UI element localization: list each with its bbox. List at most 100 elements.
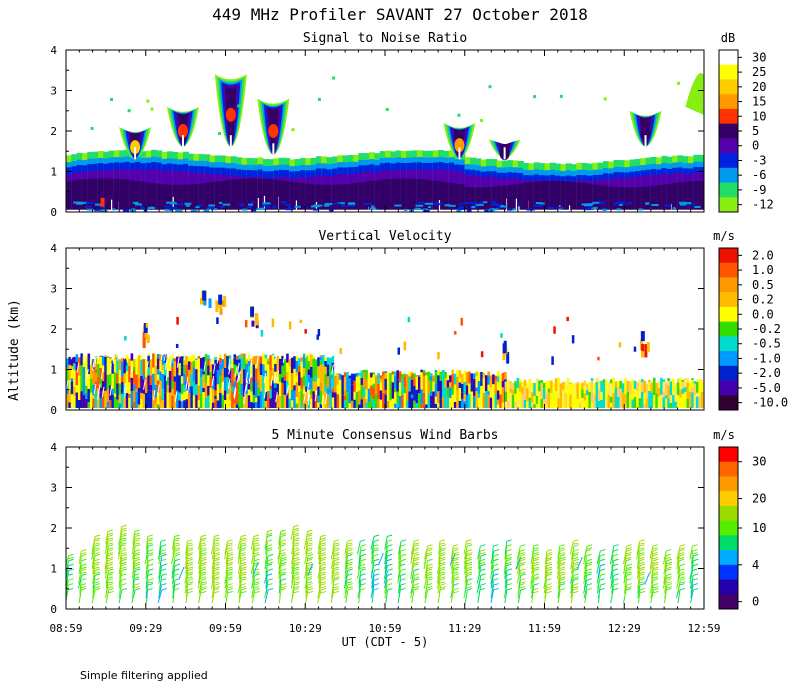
velocity-cell <box>290 357 294 374</box>
wind-barb-staff <box>543 580 547 594</box>
wind-barb-staff <box>490 575 494 589</box>
snr-speck <box>488 85 492 89</box>
velocity-cell <box>190 398 194 408</box>
colorbar-label: 15 <box>752 95 766 109</box>
velocity-cell <box>202 290 207 301</box>
snr-cell <box>209 182 216 210</box>
wind-barb-flag <box>200 563 207 567</box>
figure-title: 449 MHz Profiler SAVANT 27 October 2018 <box>212 5 588 24</box>
velocity-cell <box>566 377 570 383</box>
velocity-cell <box>569 383 572 395</box>
wind-barb-staff <box>664 565 668 579</box>
wind-barb-flag <box>506 578 513 581</box>
wind-barb-staff <box>252 546 256 560</box>
wind-barb-flag <box>560 573 566 576</box>
velocity-cell <box>684 378 687 388</box>
velocity-cell <box>121 376 124 382</box>
velocity-cell <box>302 375 306 386</box>
velocity-cell <box>147 367 150 376</box>
velocity-cell <box>319 382 323 392</box>
wind-barb-staff <box>264 589 269 604</box>
wind-barb-flag <box>293 527 299 531</box>
snr-cell <box>404 209 408 212</box>
snr-cell <box>287 206 292 209</box>
velocity-cell <box>235 381 239 390</box>
wind-barb-flag <box>306 558 313 562</box>
velocity-cell <box>195 369 198 385</box>
wind-barb-flag <box>506 556 512 560</box>
wind-barbs <box>66 524 699 604</box>
wind-barb-staff <box>131 565 136 579</box>
wind-barb-flag <box>187 590 193 594</box>
wind-barb-staff <box>145 565 149 579</box>
wind-barb-flag <box>214 547 220 550</box>
velocity-cell <box>494 375 498 381</box>
wind-barb-flag <box>107 552 114 555</box>
velocity-cell <box>664 381 668 384</box>
wind-barb-staff <box>66 555 69 568</box>
wind-barb-staff <box>132 546 136 560</box>
velocity-cell <box>310 398 313 408</box>
velocity-cell <box>350 381 354 385</box>
velocity-cell <box>226 369 229 378</box>
wind-barb-staff <box>158 584 162 599</box>
wind-barb-flag <box>294 534 300 537</box>
wind-barb-flag <box>573 544 579 547</box>
velocity-cell <box>417 376 421 394</box>
wind-barb-flag <box>81 553 87 557</box>
snr-cell <box>94 209 102 212</box>
wind-barb-staff <box>105 531 109 545</box>
wind-barb-staff <box>105 546 109 560</box>
snr-cell <box>257 178 264 210</box>
velocity-cell <box>111 395 115 408</box>
wind-barb-flag <box>334 558 340 562</box>
velocity-cell <box>398 371 402 383</box>
wind-barb-staff <box>292 580 296 594</box>
velocity-speck <box>299 319 303 324</box>
wind-barb-flag <box>653 568 659 571</box>
velocity-cell <box>334 375 337 393</box>
wind-barb-flag <box>573 583 579 586</box>
wind-barb-flag <box>439 563 446 567</box>
velocity-cell <box>681 388 685 394</box>
wind-barb-staff <box>79 580 82 594</box>
velocity-cell <box>159 395 162 402</box>
wind-barb-staff <box>465 575 468 589</box>
wind-barb-flag <box>241 587 247 591</box>
velocity-cell <box>207 385 210 396</box>
snr-peak <box>130 140 141 155</box>
snr-cell <box>100 197 105 207</box>
wind-barb-flag <box>533 549 539 552</box>
wind-barb-flag <box>148 568 154 571</box>
velocity-cell <box>68 364 71 381</box>
wind-barb-flag <box>108 539 114 542</box>
wind-barb-flag <box>626 568 632 571</box>
wind-barb-flag <box>400 568 406 571</box>
snr-cell <box>230 179 237 210</box>
velocity-cell <box>288 379 292 392</box>
velocity-cell <box>662 379 666 382</box>
wind-barb-flag <box>666 563 672 567</box>
wind-barb-staff <box>438 584 442 599</box>
velocity-cell <box>168 370 172 387</box>
velocity-cell <box>353 399 356 408</box>
velocity-cell <box>472 378 476 396</box>
wind-barb-flag <box>440 547 446 550</box>
wind-barb-flag <box>466 566 473 570</box>
velocity-cell <box>629 381 632 396</box>
wind-barb-staff <box>198 555 202 569</box>
wind-barb-staff <box>198 546 202 560</box>
wind-barb-flag <box>293 587 299 591</box>
wind-barb-flag <box>572 586 579 589</box>
x-tick-label: 09:59 <box>209 622 242 635</box>
velocity-cell <box>562 389 565 397</box>
snr-cell <box>395 178 402 210</box>
velocity-cell <box>199 298 203 305</box>
snr-speck <box>150 107 154 111</box>
velocity-cell <box>283 394 287 408</box>
velocity-cell <box>451 394 455 408</box>
velocity-cell <box>516 378 520 389</box>
wind-barb-flag <box>121 573 127 576</box>
velocity-cell <box>415 399 419 404</box>
